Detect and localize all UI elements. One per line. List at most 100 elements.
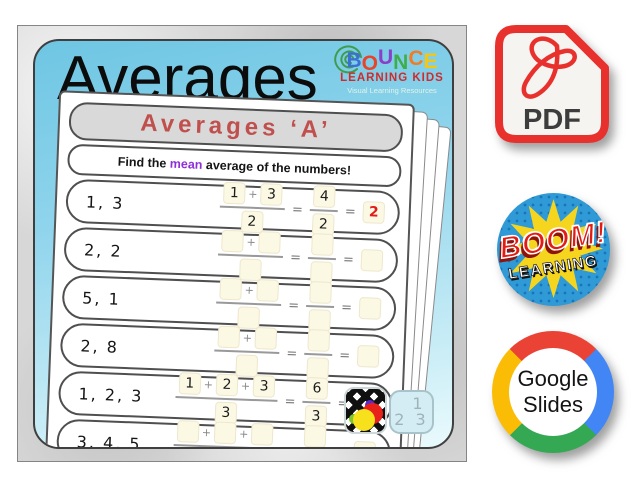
result-numerator-box[interactable] xyxy=(311,233,334,256)
fraction-bar: 6 xyxy=(302,376,332,404)
learning-kids-label: LEARNING KIDS xyxy=(340,72,444,84)
equals-sign: = xyxy=(340,299,353,316)
pdf-badge[interactable]: PDF xyxy=(494,24,610,144)
plus-sign: + xyxy=(201,425,212,439)
term-box[interactable] xyxy=(176,420,200,443)
spiral-icon xyxy=(334,45,362,74)
result-numerator-box[interactable] xyxy=(307,329,331,352)
equals-sign: = xyxy=(335,444,346,447)
fraction-bar: + + xyxy=(173,419,277,447)
bounce-letter: N xyxy=(393,51,409,74)
answer-box[interactable] xyxy=(358,297,382,320)
acrobat-swirl-icon xyxy=(521,36,577,99)
bounce-letter: U xyxy=(377,46,394,69)
row-label: 2, 2 xyxy=(83,239,123,261)
term-box[interactable] xyxy=(213,421,237,445)
problem-row: 1, 2, 3 1 + 2 + 3 3 xyxy=(57,370,394,428)
google-slides-badge[interactable]: Google Slides xyxy=(492,331,614,453)
fraction-bar: 1 + 2 + 3 xyxy=(175,372,279,402)
equals-sign: = xyxy=(342,251,355,268)
equals-sign: = xyxy=(344,203,357,220)
bounce-letter: E xyxy=(423,50,438,73)
fraction-bar xyxy=(304,328,334,357)
google-slides-line2: Slides xyxy=(523,392,583,417)
answer-box[interactable] xyxy=(353,440,376,447)
result-fraction xyxy=(305,280,336,332)
equals-sign: = xyxy=(339,347,351,364)
fraction-cluster: 1 + 3 2 = 4 2 = xyxy=(219,181,386,238)
numbers-line1: 1 xyxy=(412,393,423,413)
answer-box[interactable] xyxy=(356,344,380,368)
term-box[interactable]: 1 xyxy=(178,372,202,395)
result-fraction: 4 2 xyxy=(309,185,339,236)
instruction-suffix: average of the numbers! xyxy=(202,157,352,178)
problem-row: 1, 3 1 + 3 2 = xyxy=(65,178,401,238)
plus-sign: + xyxy=(203,377,214,391)
equals-sign: = xyxy=(284,393,296,410)
course-card: Averages BOUNCE LEARNING KIDS Visual Lea… xyxy=(33,39,454,449)
fraction-bar xyxy=(307,233,337,261)
pdf-label: PDF xyxy=(523,104,581,136)
row-label: 5, 1 xyxy=(81,287,122,309)
fraction-bar: 1 + 3 xyxy=(219,181,286,211)
fraction-cluster: + = = xyxy=(215,277,382,334)
bounce-wordmark: BOUNCE xyxy=(331,46,452,74)
equals-sign: = xyxy=(286,345,298,362)
term-box[interactable] xyxy=(219,277,243,301)
google-slides-label: Google Slides xyxy=(518,366,589,418)
term-box[interactable]: 3 xyxy=(260,183,283,206)
numbers-123-icon: 1 2 3 xyxy=(389,390,434,434)
result-numerator-box[interactable]: 4 xyxy=(312,185,336,208)
mean-highlight: mean xyxy=(169,156,203,172)
bounce-letter: O xyxy=(361,52,378,75)
term-box[interactable]: 1 xyxy=(222,181,246,205)
result-fraction: 6 3 xyxy=(302,376,332,428)
term-box[interactable] xyxy=(256,279,280,302)
fraction-bar: + xyxy=(214,325,281,354)
google-ring-icon xyxy=(509,348,597,436)
thumbnail-frame: Averages BOUNCE LEARNING KIDS Visual Lea… xyxy=(17,25,467,462)
term-box[interactable] xyxy=(217,325,241,349)
brand-logo: BOUNCE LEARNING KIDS Visual Learning Res… xyxy=(331,45,452,94)
plus-sign: + xyxy=(244,283,255,297)
instruction-prefix: Find the xyxy=(117,154,171,171)
result-fraction xyxy=(303,328,334,380)
term-box[interactable]: 3 xyxy=(252,374,276,398)
fraction-bar xyxy=(300,424,330,447)
term-box[interactable]: 2 xyxy=(215,373,239,397)
answer-box[interactable] xyxy=(360,249,384,272)
plus-sign: + xyxy=(248,187,258,201)
equals-sign: = xyxy=(289,249,302,266)
result-numerator-box[interactable] xyxy=(309,281,333,304)
fraction: + + xyxy=(172,419,277,447)
fraction: 1 + 2 + 3 3 xyxy=(174,372,279,426)
term-box[interactable] xyxy=(258,231,282,254)
term-box[interactable] xyxy=(254,327,278,350)
row-label: 1, 2, 3 xyxy=(78,383,144,406)
bounce-letter: C xyxy=(408,47,424,70)
boom-learning-badge[interactable]: BOOM! LEARNING xyxy=(497,193,610,306)
problem-row: 2, 8 + = xyxy=(59,322,396,381)
fraction: + xyxy=(213,325,281,378)
fraction: + xyxy=(215,277,283,330)
result-numerator-box[interactable]: 6 xyxy=(305,377,329,400)
answer-box[interactable]: 2 xyxy=(362,201,386,224)
term-box[interactable] xyxy=(250,422,274,446)
problem-row: 2, 2 + = xyxy=(63,226,399,286)
fraction: + xyxy=(217,229,285,282)
fraction-bar: + xyxy=(216,277,283,307)
google-slides-line1: Google xyxy=(517,366,589,392)
equals-sign: = xyxy=(282,442,293,447)
fraction-cluster: + = = xyxy=(213,325,380,381)
result-numerator-box[interactable] xyxy=(303,424,327,447)
fraction: 1 + 3 2 xyxy=(219,181,286,234)
plus-sign: + xyxy=(238,426,249,441)
term-box[interactable] xyxy=(221,229,244,253)
pdf-document-icon: PDF xyxy=(495,25,609,143)
equals-sign: = xyxy=(288,297,300,314)
row-label: 1, 3 xyxy=(85,191,125,213)
row-label: 3, 4, 5 xyxy=(76,431,142,449)
fraction-cluster: + = = xyxy=(217,229,384,286)
plus-sign: + xyxy=(240,379,251,393)
